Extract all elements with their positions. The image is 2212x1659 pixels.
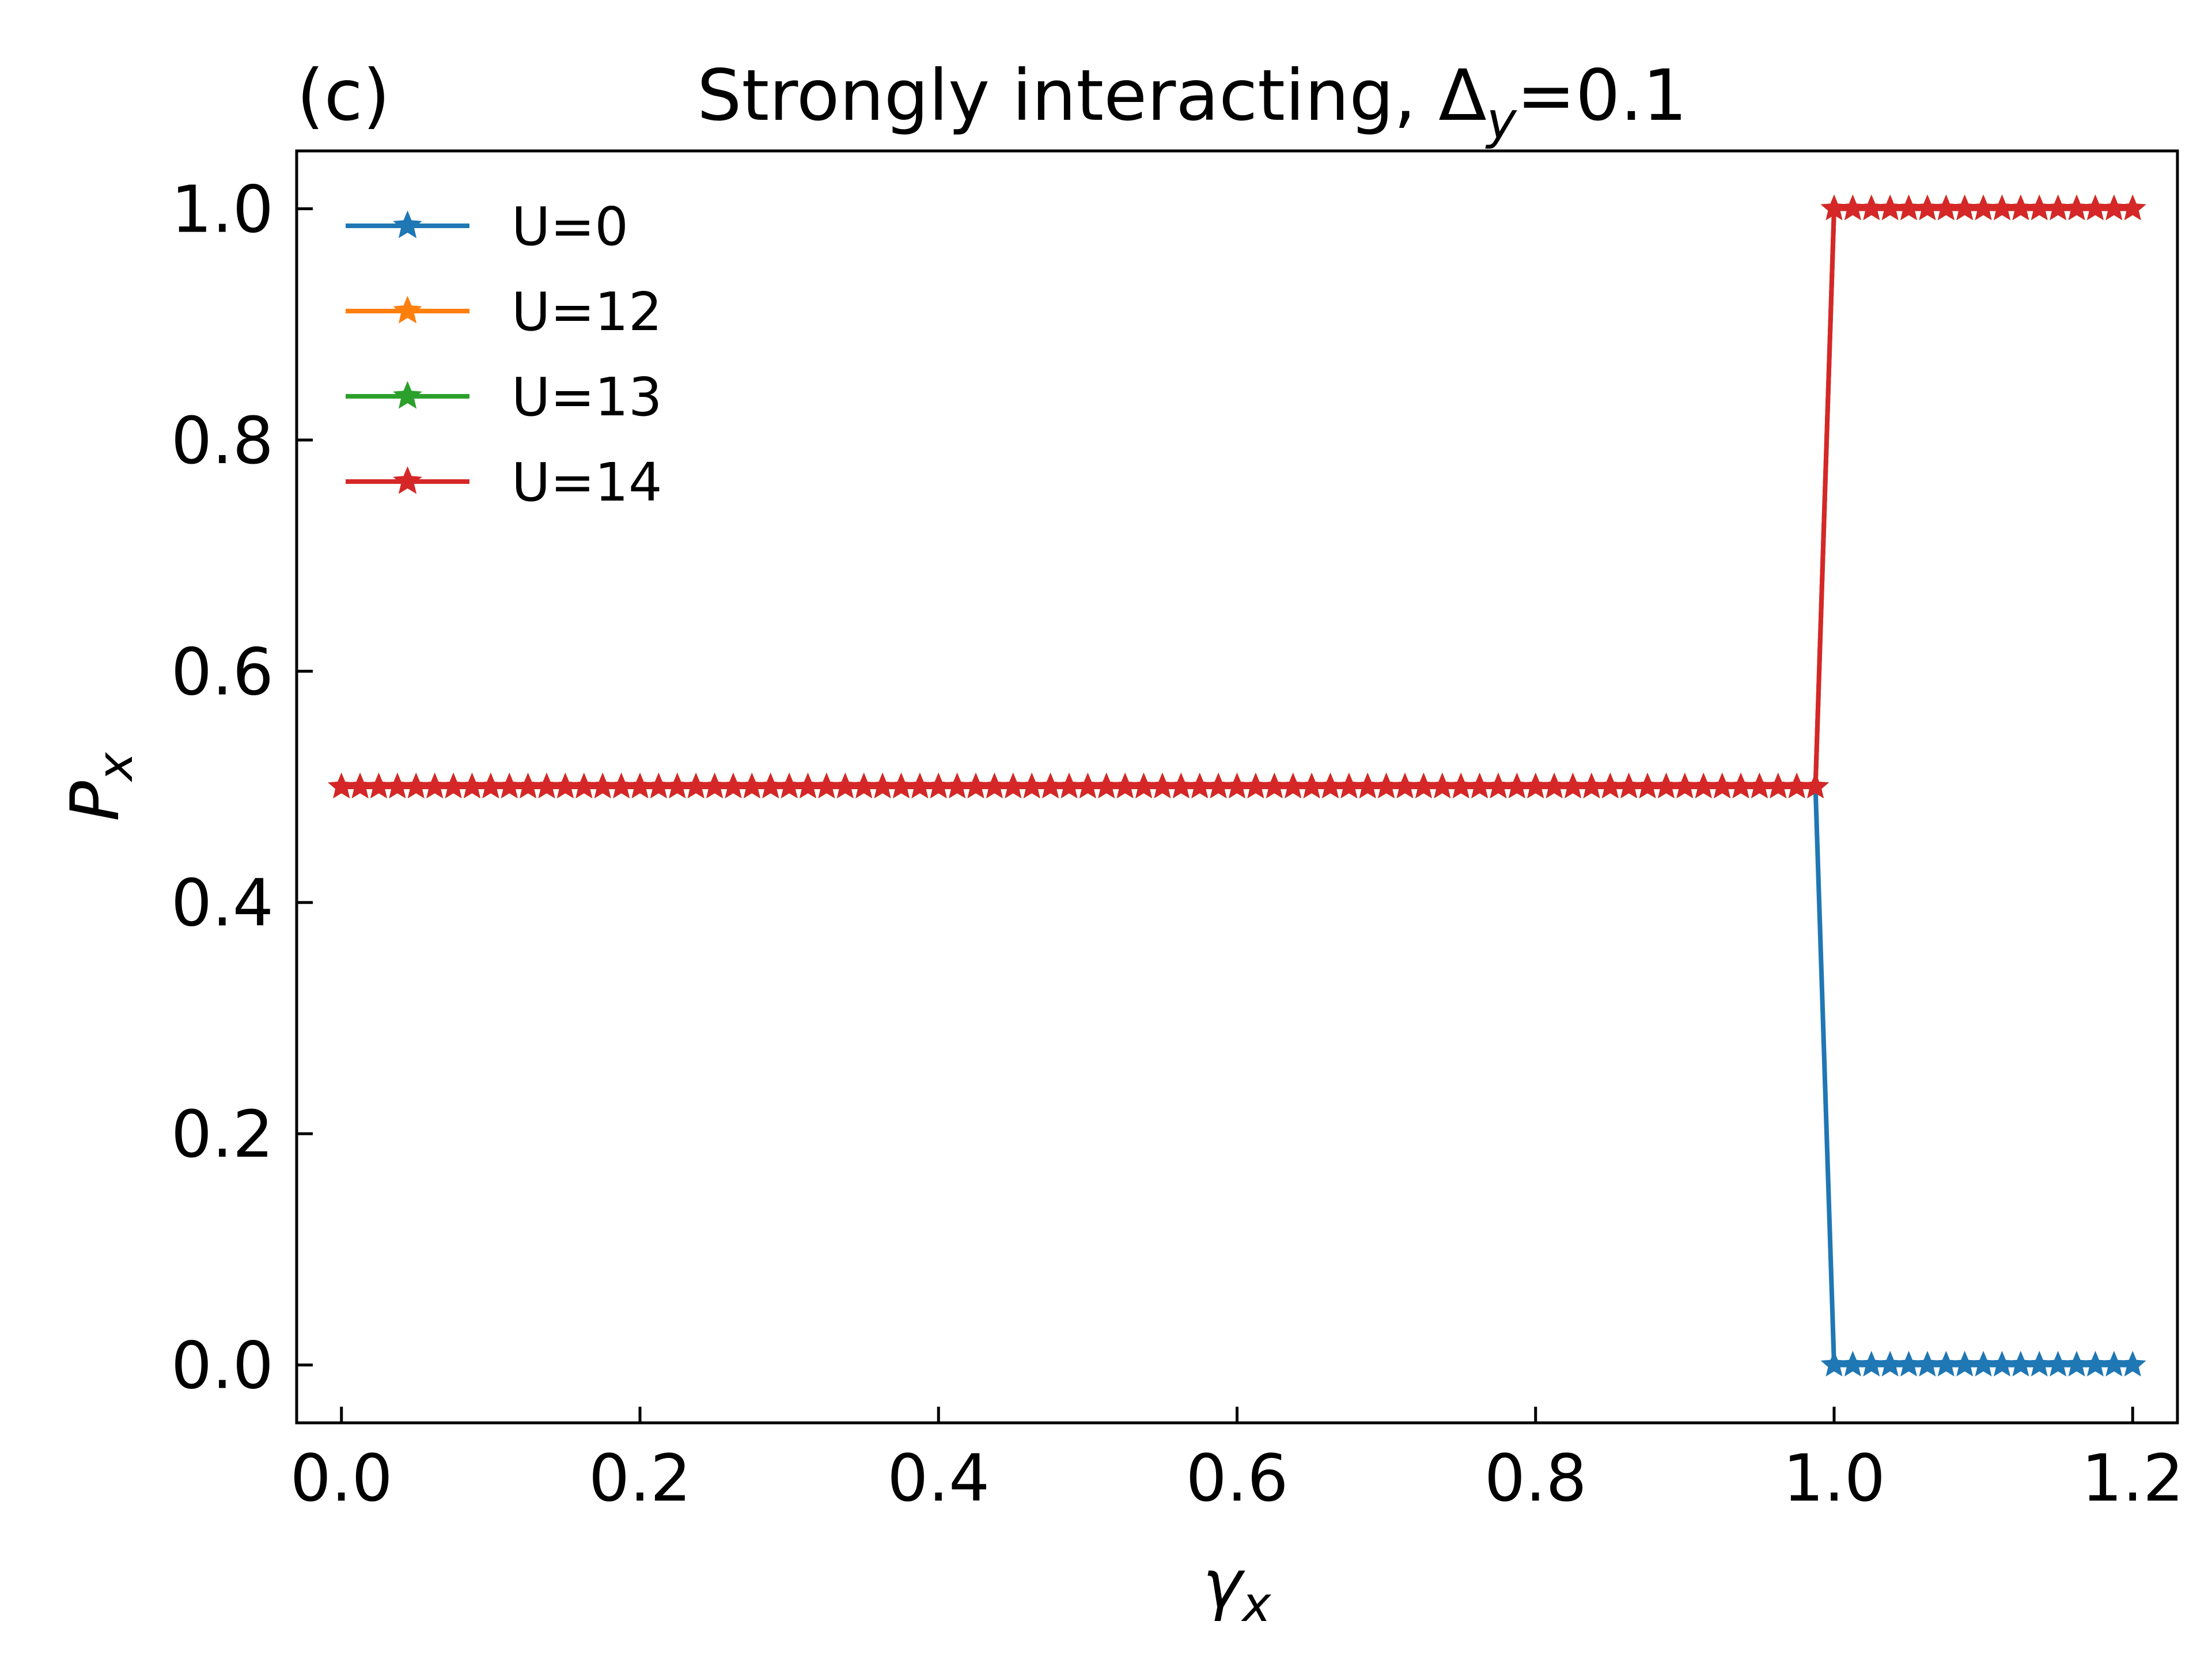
data-point-star (1802, 772, 1829, 798)
y-tick-label: 0.2 (171, 1097, 274, 1172)
y-tick-label: 1.0 (171, 172, 274, 247)
legend-item: U=12 (346, 281, 662, 343)
legend-item: U=14 (346, 452, 662, 513)
legend-label: U=12 (512, 281, 662, 343)
y-tick-label: 0.4 (171, 866, 274, 941)
x-tick-label: 0.8 (1484, 1441, 1587, 1516)
legend-marker-star (393, 210, 422, 238)
chart-title-suffix: =0.1 (1517, 55, 1687, 137)
x-tick-label: 0.2 (589, 1441, 691, 1516)
chart-title-main: Strongly interacting, Δ (697, 55, 1487, 137)
x-axis-label: γx (1203, 1546, 1272, 1633)
panel-label: (c) (297, 55, 390, 137)
data-point-star (2119, 1351, 2146, 1377)
plot-area (328, 194, 2146, 1377)
legend-marker-star (393, 381, 422, 409)
legend-item: U=13 (346, 366, 662, 428)
chart-title: Strongly interacting, Δy=0.1 (697, 55, 1687, 150)
chart-title-subscript: y (1485, 91, 1518, 150)
y-axis-label: Px (56, 752, 143, 821)
x-tick-label: 1.0 (1783, 1441, 1885, 1516)
x-tick-label: 0.0 (290, 1441, 393, 1516)
x-axis-label-subscript: x (1240, 1576, 1271, 1633)
x-tick-label: 1.2 (2081, 1441, 2184, 1516)
x-tick-label: 0.4 (887, 1441, 990, 1516)
x-tick-label: 0.6 (1185, 1441, 1288, 1516)
legend-marker-star (393, 466, 422, 494)
y-tick-label: 0.8 (171, 404, 274, 479)
x-axis: 0.0 0.2 0.4 0.6 0.8 1.0 1.2 (290, 1407, 2184, 1516)
legend-marker-star (393, 296, 422, 324)
y-tick-label: 0.6 (171, 635, 274, 710)
legend-label: U=14 (512, 452, 662, 513)
y-tick-label: 0.0 (171, 1329, 274, 1404)
x-axis-label-main: γ (1203, 1546, 1245, 1623)
series-u-14 (328, 194, 2146, 798)
legend-label: U=13 (512, 366, 662, 428)
y-axis: 0.0 0.2 0.4 0.6 0.8 1.0 (171, 172, 313, 1404)
y-axis-label-subscript: x (87, 752, 143, 783)
legend-label: U=0 (512, 196, 628, 257)
data-point-star (2119, 194, 2146, 221)
legend-item: U=0 (346, 196, 628, 257)
legend: U=0 U=12 U=13 U=14 (346, 196, 662, 513)
y-axis-label-main: P (56, 781, 134, 821)
